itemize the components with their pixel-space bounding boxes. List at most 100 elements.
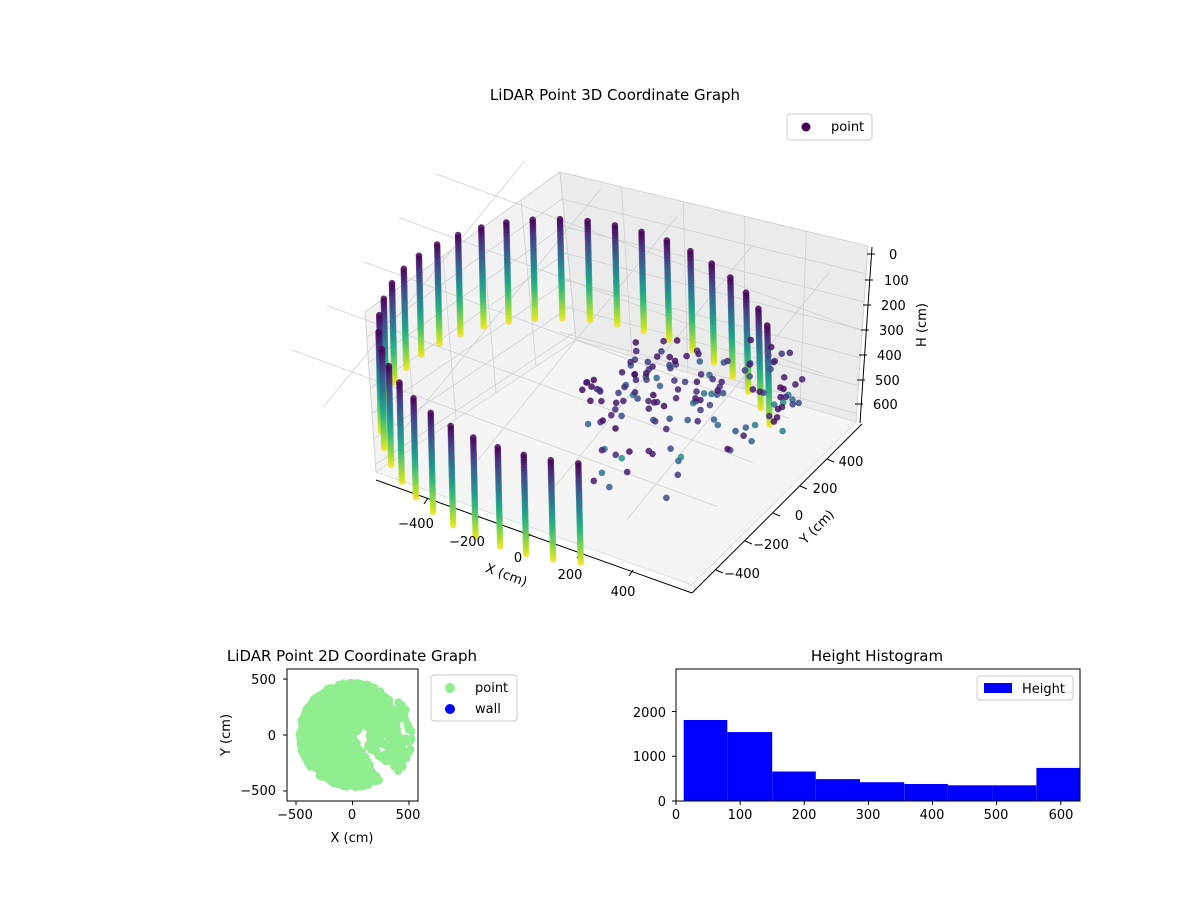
point-3d: [697, 396, 704, 404]
legend-label-point: point: [831, 120, 864, 135]
x-tick-label: 600: [1049, 808, 1074, 823]
point-2d: [353, 679, 362, 688]
point-3d: [626, 448, 633, 455]
point-2d: [401, 715, 410, 723]
point-3d: [632, 376, 640, 384]
point-3d: [687, 247, 694, 255]
point-3d: [643, 369, 650, 377]
point-2d: [385, 747, 394, 755]
z-tick-labels: 0 100 200 300 400 500 600: [873, 248, 909, 413]
point-3d: [786, 349, 794, 357]
point-3d: [618, 454, 625, 462]
point-2d: [377, 689, 386, 698]
z-axis-label: H (cm): [915, 303, 930, 347]
point-3d: [755, 305, 762, 313]
legend-2d: point wall: [430, 674, 518, 722]
point-2d: [390, 762, 399, 771]
grid-line: [435, 173, 861, 331]
point-3d: [660, 402, 668, 410]
x-tick-label: 0: [672, 808, 680, 823]
point-3d: [675, 457, 682, 465]
histogram-bar: [1036, 767, 1080, 801]
x-tick-labels-histogram: 0 100 200 300 400 500 600: [672, 808, 1074, 823]
point-3d: [620, 397, 627, 405]
point-3d: [649, 450, 656, 458]
point-3d: [588, 383, 595, 390]
point-2d: [335, 700, 344, 709]
point-3d: [650, 399, 658, 406]
point-2d: [302, 705, 311, 714]
point-3d: [714, 421, 722, 429]
x-tick-labels: −400 −200 0 200 400: [398, 517, 635, 600]
legend-histogram: Height: [976, 675, 1074, 701]
y-tick-label: 0: [795, 509, 803, 524]
point-3d: [400, 265, 408, 273]
point-3d: [681, 378, 689, 386]
point-3d: [719, 389, 727, 397]
point-3d: [388, 279, 396, 287]
point-3d: [612, 425, 619, 432]
point-3d: [765, 412, 773, 420]
histogram-bar: [815, 779, 860, 801]
point-3d: [503, 219, 510, 226]
point-3d: [666, 353, 673, 361]
point-3d: [598, 446, 606, 454]
point-2d: [326, 745, 335, 754]
point-3d: [579, 386, 586, 394]
x-tick-mark: [423, 497, 429, 505]
point-2d: [346, 775, 355, 784]
point-3d: [447, 422, 455, 430]
point-3d: [599, 417, 607, 424]
grid-line: [559, 198, 867, 275]
y-tick-labels-2d: −500 0 500: [240, 673, 276, 799]
point-2d: [366, 723, 375, 732]
x-tick-label: 0: [348, 808, 356, 823]
point-3d: [375, 328, 382, 336]
legend-marker-point: [801, 122, 811, 132]
x-tick-label: −200: [449, 535, 485, 550]
grid-line: [621, 186, 633, 357]
point-3d: [671, 357, 679, 365]
point-3d: [396, 379, 403, 386]
point-3d: [684, 416, 691, 424]
point-3d: [696, 358, 704, 365]
point-2d: [382, 707, 391, 716]
grid-line: [520, 199, 537, 367]
point-3d: [683, 352, 690, 360]
point-3d: [653, 353, 661, 360]
chart-2d-title: LiDAR Point 2D Coordinate Graph: [227, 647, 477, 665]
y-axis-label-2d: Y (cm): [219, 714, 234, 757]
point-2d: [334, 718, 343, 727]
point-3d: [650, 391, 657, 399]
point-2d: [351, 781, 360, 790]
x-tick-label: 400: [920, 808, 945, 823]
point-2d: [363, 757, 372, 766]
point-2d: [389, 733, 398, 742]
point-2d: [349, 699, 358, 707]
point-3d: [645, 397, 652, 405]
grid-line: [855, 245, 869, 423]
point-3d: [692, 395, 699, 402]
point-3d: [792, 381, 799, 388]
point-3d: [632, 339, 640, 346]
point-2d: [358, 696, 367, 705]
point-2d: [309, 732, 318, 741]
point-3d: [780, 374, 788, 381]
point-3d: [674, 386, 682, 393]
point-3d: [380, 295, 388, 303]
point-3d: [621, 383, 628, 391]
point-2d: [329, 768, 338, 777]
histogram-bar: [683, 720, 728, 801]
legend-marker-wall: [445, 704, 455, 714]
point-2d: [297, 737, 306, 746]
point-2d: [379, 727, 388, 736]
point-3d: [746, 373, 753, 380]
point-2d: [394, 698, 403, 707]
legend-label-point: point: [475, 681, 508, 696]
point-3d: [697, 371, 705, 378]
point-2d: [329, 752, 338, 761]
point-3d: [789, 401, 796, 408]
point-3d: [547, 457, 555, 464]
point-2d: [364, 778, 373, 787]
x-tick-mark: [628, 569, 634, 577]
